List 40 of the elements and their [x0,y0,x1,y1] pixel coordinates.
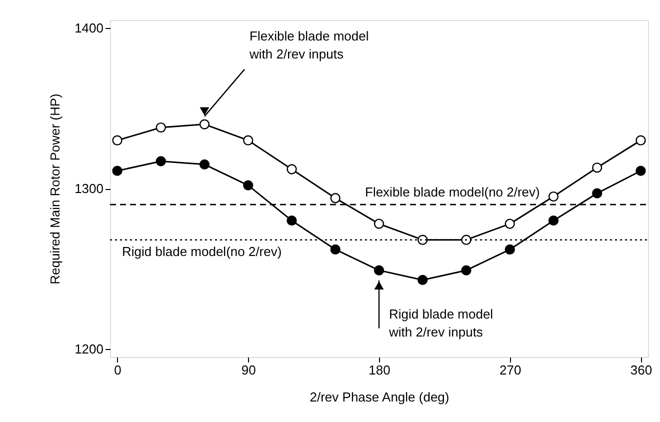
point [112,135,122,146]
x-tick-label: 90 [241,362,256,378]
point [504,218,515,229]
point [330,244,340,255]
point [548,191,559,202]
point [592,188,602,198]
point [461,234,472,245]
x-tick-label: 270 [500,362,522,378]
point [156,122,166,133]
point [243,180,254,190]
point [243,135,254,146]
point [374,218,384,229]
point [461,265,472,276]
x-axis-title: 2/rev Phase Angle (deg) [310,390,450,404]
point [286,164,297,174]
point [418,274,428,286]
point [548,216,559,226]
y-axis-title: Required Main Rotor Power (HP) [48,94,63,284]
annotation: Flexible blade model with 2/rev inputs [248,28,369,62]
point [199,119,210,130]
point [636,135,646,146]
point [286,216,297,226]
point [504,244,515,255]
point [330,193,340,204]
point [374,265,384,276]
point [112,166,122,176]
point [418,234,428,245]
point [592,162,602,173]
y-tick-label: 1300 [74,181,104,196]
y-tick-label: 1200 [74,341,104,356]
point [199,159,210,170]
y-tick-label: 1400 [74,20,104,36]
x-tick-label: 0 [114,362,122,378]
annotation: Rigid blade model with 2/rev inputs [388,306,494,340]
x-tick-label: 180 [368,362,390,378]
point [636,166,646,176]
point [156,156,166,166]
ref-line-label: Rigid blade model(no 2/rev) [122,244,282,259]
ref-line-label: Flexible blade model(no 2/rev) [365,184,540,200]
x-tick-label: 360 [630,362,652,378]
